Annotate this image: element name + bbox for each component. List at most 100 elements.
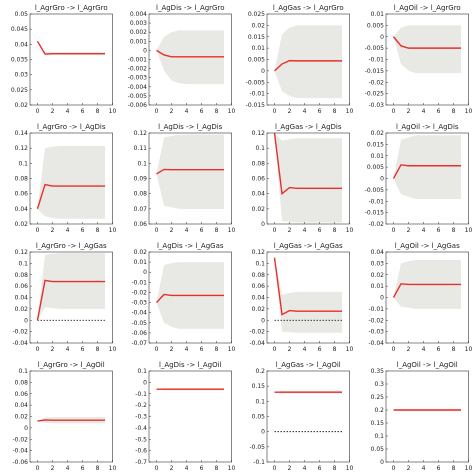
y-tick-label: 0.03 xyxy=(15,72,29,79)
y-tick-label: -0.7 xyxy=(135,459,147,466)
y-tick-label: 0.001 xyxy=(129,38,146,45)
y-tick-label: -0.05 xyxy=(249,444,265,451)
y-tick-label: 0.11 xyxy=(133,145,147,152)
plot-frame xyxy=(385,370,469,463)
y-tick-label: -0.04 xyxy=(131,310,147,317)
y-tick-label: -0.07 xyxy=(131,340,147,347)
x-tick-label: 6 xyxy=(436,227,440,234)
y-tick-label: 0.05 xyxy=(15,11,29,18)
x-tick-label: 2 xyxy=(288,108,292,115)
confidence-band xyxy=(37,253,105,321)
y-tick-label: -0.02 xyxy=(12,436,28,443)
x-tick-label: 0 xyxy=(391,346,395,353)
x-tick-label: 10 xyxy=(464,227,472,234)
panel-title: l_AgGas -> l_AgDis xyxy=(275,123,342,131)
x-tick-label: 0 xyxy=(391,227,395,234)
x-tick-label: 10 xyxy=(464,108,472,115)
y-tick-label: 0.06 xyxy=(15,283,29,290)
irf-panel-1: l_AgrGro -> l_AgrGro 0.05 0.045 0.04 0.035 0.… xyxy=(11,4,117,115)
y-tick-label: 0.02 xyxy=(252,306,266,313)
y-tick-label: 0 xyxy=(380,176,384,183)
x-tick-label: 4 xyxy=(66,108,70,115)
y-tick-label: 0.06 xyxy=(15,391,29,398)
panel-title: l_AgGas -> l_AgGas xyxy=(274,242,343,250)
irf-line xyxy=(273,132,342,196)
x-tick-label: 10 xyxy=(109,465,117,472)
y-tick-label: 0 xyxy=(380,34,384,41)
y-tick-label: 0 xyxy=(380,459,384,466)
y-tick-label: -0.03 xyxy=(368,102,384,109)
y-tick-label: -0.04 xyxy=(12,448,28,455)
y-tick-label: 0.01 xyxy=(133,259,147,266)
y-tick-label: 0.004 xyxy=(129,11,146,18)
y-tick-label: 0.1 xyxy=(255,260,265,267)
x-tick-label: 2 xyxy=(169,465,173,472)
irf-line xyxy=(392,164,461,179)
y-tick-label: 0 xyxy=(24,317,28,324)
x-tick-label: 8 xyxy=(96,227,100,234)
plot-frame xyxy=(266,370,350,463)
y-tick-label: 0.04 xyxy=(370,249,384,256)
irf-line xyxy=(36,279,105,321)
y-tick-label: 0.003 xyxy=(129,20,146,27)
confidence-band xyxy=(37,145,105,219)
irf-panel-2: l_AgDis -> l_AgrGro 0.004 0.003 0.002 0.001 0… xyxy=(127,4,235,115)
y-tick-label: -0.1 xyxy=(253,459,265,466)
x-tick-label: 10 xyxy=(346,108,354,115)
y-tick-label: -0.025 xyxy=(364,91,384,98)
y-tick-label: 0.1 xyxy=(374,433,384,440)
y-tick-label: 0.25 xyxy=(370,394,384,401)
y-tick-label: -0.5 xyxy=(135,436,147,443)
x-tick-label: 4 xyxy=(421,108,425,115)
irf-panel-7: l_AgGas -> l_AgDis 0.12 0.1 0.08 0.06 0.04 0.0… xyxy=(252,123,354,234)
x-tick-label: 8 xyxy=(96,465,100,472)
y-tick-label: -0.001 xyxy=(127,57,147,64)
y-tick-label: 0.06 xyxy=(133,221,147,228)
plot-frame xyxy=(29,13,113,106)
x-tick-label: 2 xyxy=(51,108,55,115)
irf-line xyxy=(274,59,342,72)
y-tick-label: 0.015 xyxy=(248,34,265,41)
x-tick-label: 0 xyxy=(36,108,40,115)
x-tick-label: 10 xyxy=(464,346,472,353)
y-tick-label: 0.035 xyxy=(11,57,28,64)
y-tick-label: 0 xyxy=(261,429,265,436)
x-tick-label: 0 xyxy=(154,108,158,115)
y-tick-label: 0.02 xyxy=(252,206,266,213)
y-tick-label: -0.02 xyxy=(368,79,384,86)
irf-panel-13: l_AgrGro -> l_AgOil 0.1 0.08 0.06 0.04 0.02 0 -… xyxy=(12,361,117,472)
irf-panel-12: l_AgOil -> l_AgGas 0.04 0.03 0.02 0.01 0 -0.01… xyxy=(368,242,472,353)
x-tick-label: 0 xyxy=(154,227,158,234)
confidence-band xyxy=(274,133,342,223)
y-tick-label: 0.12 xyxy=(252,130,266,137)
y-tick-label: 0.06 xyxy=(252,283,266,290)
y-tick-label: 0.1 xyxy=(255,398,265,405)
x-tick-label: 6 xyxy=(81,346,85,353)
x-tick-label: 0 xyxy=(36,227,40,234)
y-tick-label: -0.02 xyxy=(131,289,147,296)
confidence-band xyxy=(393,135,461,199)
y-tick-label: 0.02 xyxy=(15,414,29,421)
y-tick-label: 0.1 xyxy=(137,160,147,167)
panel-title: l_AgOil -> l_AgrGro xyxy=(393,4,460,12)
x-tick-label: 6 xyxy=(199,465,203,472)
x-tick-label: 4 xyxy=(303,465,307,472)
y-tick-label: 0.02 xyxy=(252,22,266,29)
panel-title: l_AgrGro -> l_AgGas xyxy=(36,242,107,250)
y-tick-label: 0.12 xyxy=(133,130,147,137)
y-tick-label: -0.02 xyxy=(368,317,384,324)
y-tick-label: -0.015 xyxy=(364,68,384,75)
y-tick-label: 0.12 xyxy=(252,249,266,256)
y-tick-label: 0.35 xyxy=(370,368,384,375)
x-tick-label: 10 xyxy=(109,227,117,234)
x-tick-label: 0 xyxy=(154,346,158,353)
y-tick-label: -0.02 xyxy=(368,221,384,228)
irf-panel-6: l_AgDis -> l_AgDis 0.12 0.11 0.1 0.09 0.08 0.0… xyxy=(133,123,235,234)
x-tick-label: 4 xyxy=(303,227,307,234)
x-tick-label: 8 xyxy=(333,227,337,234)
y-tick-label: -0.02 xyxy=(249,329,265,336)
x-tick-label: 6 xyxy=(81,465,85,472)
irf-panel-14: l_AgDis -> l_AgOil 0.1 0 -0.1 -0.2 -0.3 -0.4 -0… xyxy=(135,361,235,472)
y-tick-label: -0.01 xyxy=(368,306,384,313)
